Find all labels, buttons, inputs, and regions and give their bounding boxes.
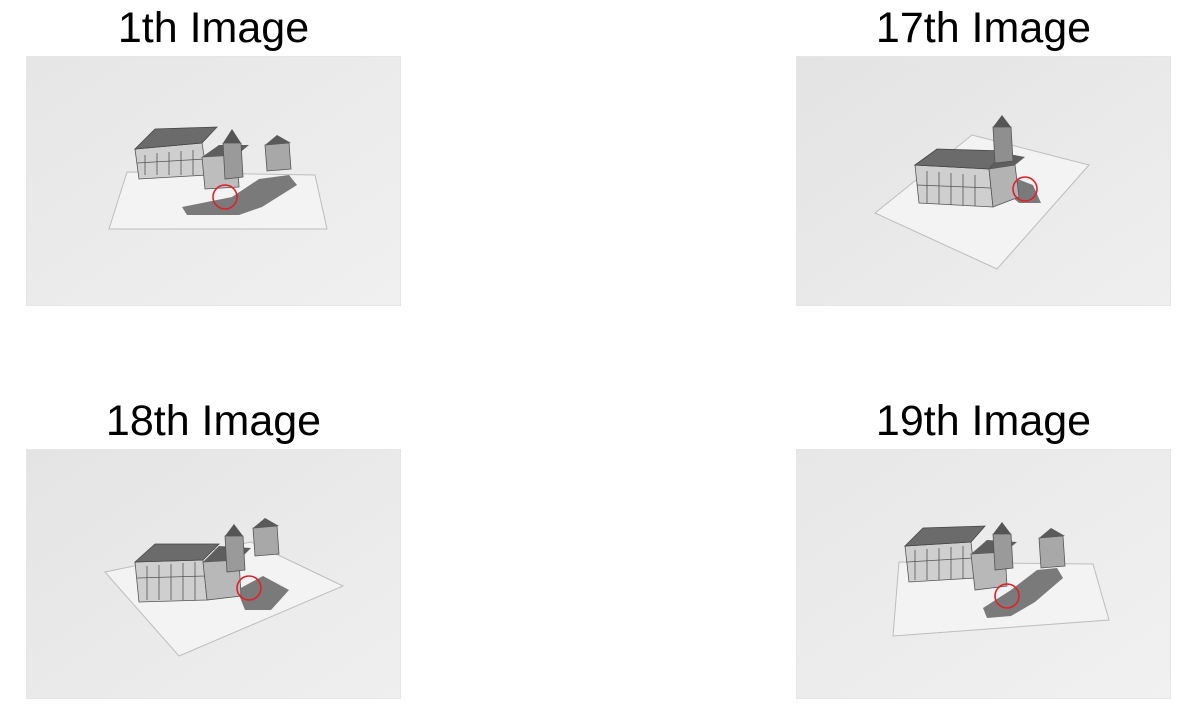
castle-photo [26,449,401,699]
panel-title: 17th Image [875,4,1092,52]
panel-title: 18th Image [105,397,322,445]
panel-title: 1th Image [117,4,310,52]
castle-photo [26,56,401,306]
castle-photo [796,449,1171,699]
castle-photo [796,56,1171,306]
panel-title: 19th Image [875,397,1092,445]
